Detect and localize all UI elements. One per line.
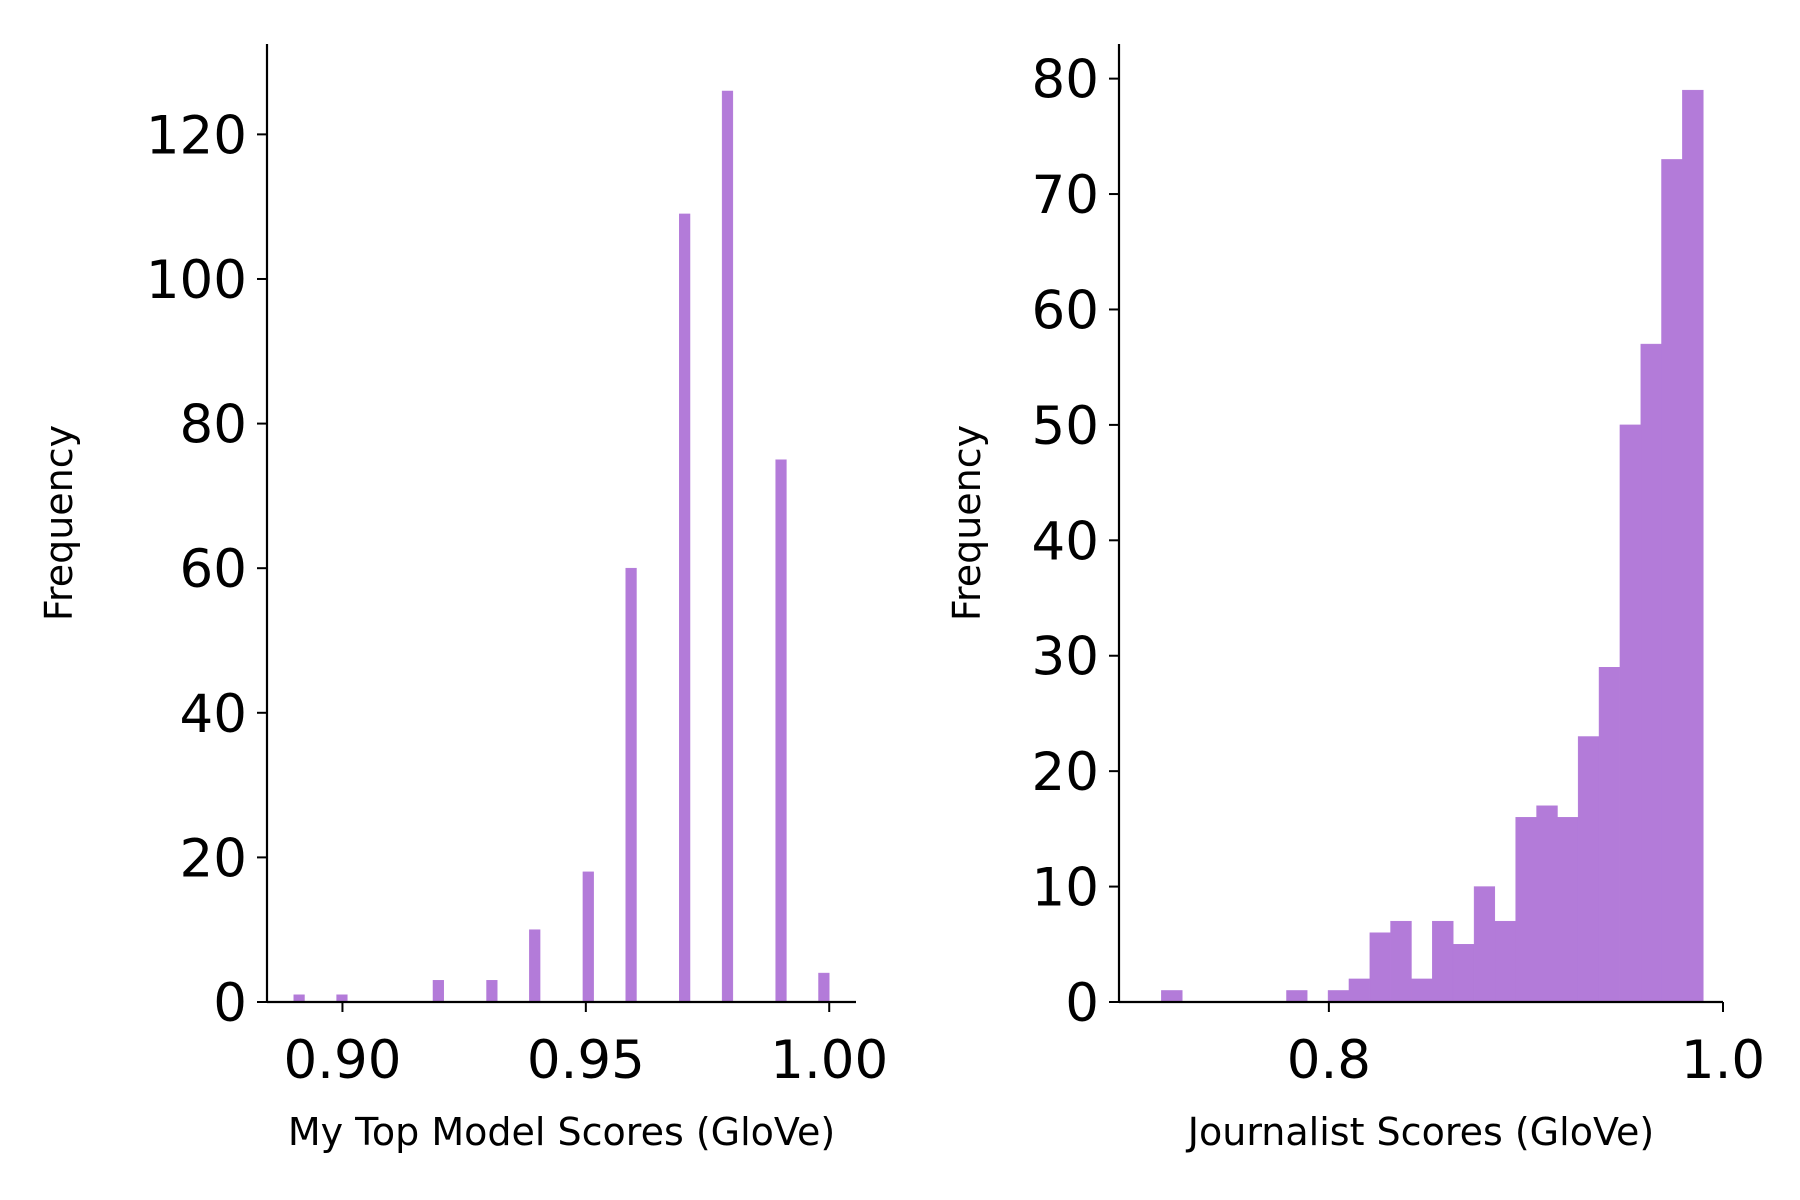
- y-tick-label: 60: [1032, 280, 1099, 341]
- bar: [1452, 944, 1475, 1003]
- y-axis-label: Frequency: [37, 425, 81, 621]
- bar: [1598, 667, 1621, 1003]
- bar: [1327, 990, 1350, 1003]
- bar: [529, 929, 541, 1003]
- bar: [625, 567, 637, 1003]
- y-tick-label: 0: [213, 973, 247, 1034]
- x-tick-label: 0.8: [1287, 1030, 1371, 1091]
- x-axis-label: Journalist Scores (GloVe): [1186, 1110, 1654, 1154]
- bar: [1661, 159, 1683, 1003]
- bar: [721, 90, 734, 1003]
- bar: [1494, 920, 1516, 1003]
- subplot: 0 20 40 60 80 100 120 0.90 0.95 1.00 My Top Model …: [37, 44, 888, 1154]
- x-tick-label: 1.0: [1681, 1030, 1765, 1091]
- bar: [1286, 990, 1308, 1003]
- y-axis-label: Frequency: [945, 425, 989, 621]
- x-tick-label: 0.95: [527, 1030, 645, 1091]
- x-tick-label: 0.90: [283, 1030, 401, 1091]
- y-tick-label: 10: [1032, 858, 1099, 919]
- bar: [1369, 932, 1391, 1003]
- bar: [1348, 978, 1371, 1003]
- bar: [1473, 886, 1496, 1003]
- bar: [1619, 424, 1642, 1003]
- bar: [1390, 920, 1412, 1003]
- bar: [486, 980, 498, 1003]
- bar: [1432, 920, 1454, 1003]
- y-tick-label: 20: [180, 828, 247, 889]
- bar: [1682, 89, 1704, 1003]
- bar: [432, 980, 444, 1003]
- subplot: 0 10 20 30 40 50 60 70 80 0.8 1.0 Journalist Scores…: [945, 44, 1765, 1154]
- bar: [1515, 817, 1537, 1003]
- bar: [679, 213, 691, 1003]
- y-tick-label: 120: [146, 105, 247, 166]
- x-axis-label: My Top Model Scores (GloVe): [288, 1110, 835, 1154]
- y-tick-label: 100: [146, 250, 247, 311]
- y-tick-label: 40: [180, 684, 247, 745]
- y-tick-label: 80: [180, 395, 247, 456]
- y-tick-label: 0: [1065, 973, 1099, 1034]
- y-tick-label: 50: [1032, 396, 1099, 457]
- bar: [818, 972, 830, 1003]
- bar: [775, 459, 787, 1003]
- bar: [1536, 805, 1558, 1003]
- x-tick-label: 1.00: [770, 1030, 888, 1091]
- y-tick-label: 60: [180, 539, 247, 600]
- y-tick-label: 40: [1032, 511, 1099, 572]
- bar: [1161, 990, 1183, 1003]
- y-tick-label: 70: [1032, 165, 1099, 226]
- y-tick-label: 20: [1032, 742, 1099, 803]
- bar: [1411, 978, 1433, 1003]
- bar: [1577, 736, 1600, 1003]
- y-tick-label: 80: [1032, 50, 1099, 111]
- bar: [1640, 343, 1662, 1003]
- bar: [582, 871, 594, 1003]
- bar: [1557, 817, 1579, 1003]
- y-tick-label: 30: [1032, 627, 1099, 688]
